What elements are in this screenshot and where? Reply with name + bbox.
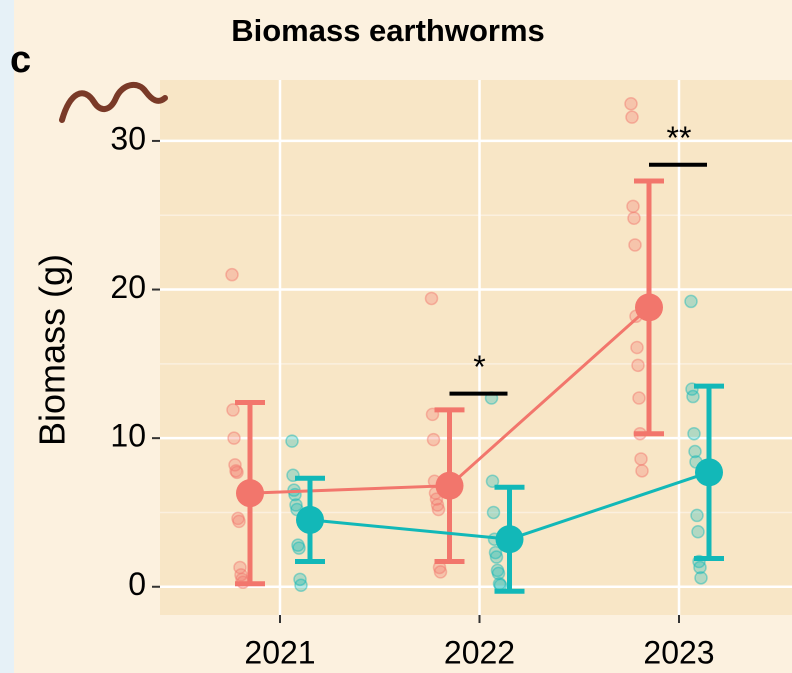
data-point (231, 511, 245, 526)
data-point (691, 525, 705, 539)
data-point (688, 444, 702, 459)
data-point (285, 434, 299, 448)
x-tick-label: 2023 (643, 634, 714, 670)
data-point (489, 550, 504, 564)
data-point (626, 199, 640, 214)
data-point (686, 389, 700, 404)
data-point (485, 474, 500, 488)
data-point (234, 568, 248, 582)
data-point (693, 560, 707, 575)
data-point (488, 545, 503, 560)
panel-label: c (10, 39, 31, 81)
x-tick-label: 2022 (444, 634, 515, 670)
worm-icon (59, 81, 168, 123)
data-point (289, 498, 303, 512)
data-point (292, 541, 306, 555)
data-point (426, 432, 441, 447)
y-tick-label: 0 (128, 566, 146, 602)
data-point (635, 464, 649, 478)
data-point (630, 340, 644, 355)
x-tick-label: 2021 (244, 634, 315, 670)
data-point (684, 294, 698, 309)
data-point (225, 267, 239, 282)
data-point (232, 514, 246, 529)
data-point (429, 492, 444, 506)
data-point (424, 291, 439, 306)
mean-point (695, 458, 723, 487)
data-point (229, 464, 243, 478)
data-point (628, 238, 642, 252)
data-point (624, 97, 638, 111)
data-point (230, 465, 244, 480)
data-point (431, 502, 446, 517)
y-tick-label: 20 (110, 269, 146, 305)
data-point (430, 498, 445, 512)
data-point (694, 571, 708, 585)
data-point (632, 391, 646, 405)
data-point (228, 458, 242, 472)
data-point (490, 563, 505, 578)
data-point (226, 403, 240, 417)
data-point (433, 565, 448, 579)
chart-title: Biomass earthworms (231, 13, 545, 48)
data-point (627, 211, 641, 225)
mean-point (495, 525, 524, 554)
data-point (690, 508, 704, 523)
data-point (291, 538, 305, 552)
mean-point (296, 505, 324, 534)
data-point (631, 358, 645, 373)
data-point (293, 572, 307, 587)
plot-area (160, 80, 792, 615)
mean-point (236, 479, 264, 508)
data-point (227, 431, 241, 445)
data-point (634, 452, 648, 466)
y-axis-label: Biomass (g) (32, 254, 73, 446)
significance-label: * (473, 349, 485, 385)
significance-label: ** (667, 120, 692, 156)
y-tick-label: 10 (110, 418, 146, 454)
data-point (625, 110, 639, 124)
data-point (486, 505, 501, 520)
side-strip (0, 0, 14, 673)
data-point (233, 560, 247, 575)
mean-point (435, 471, 464, 500)
mean-point (635, 293, 663, 322)
data-point (491, 566, 506, 581)
y-tick-label: 30 (110, 120, 146, 156)
data-point (687, 426, 701, 441)
data-point (294, 578, 308, 593)
